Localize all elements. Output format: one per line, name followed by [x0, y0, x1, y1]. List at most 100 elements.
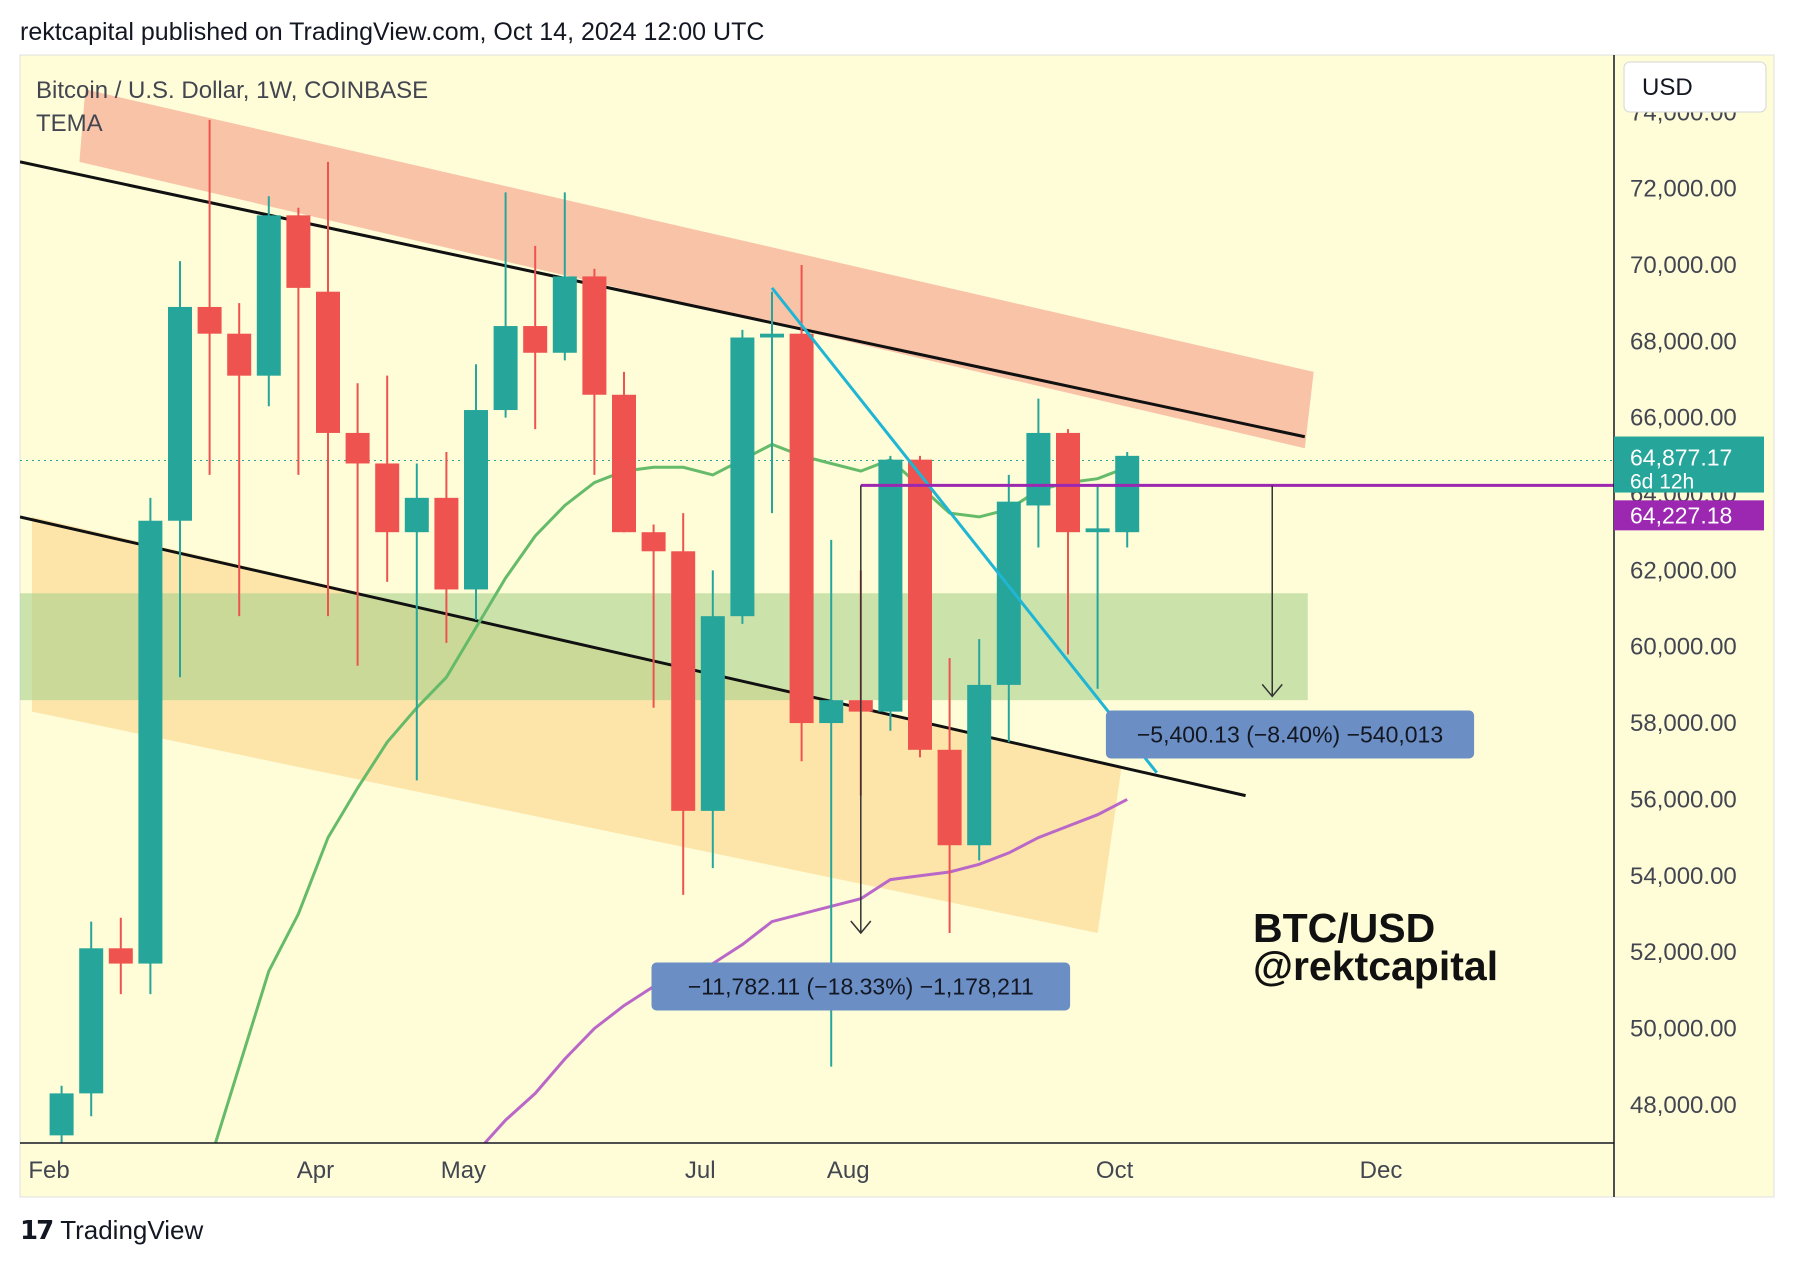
candle-body [49, 1093, 74, 1136]
x-tick-label: Oct [1096, 1157, 1134, 1184]
candle-7 [227, 303, 252, 617]
chart-title: Bitcoin / U.S. Dollar, 1W, COINBASE [36, 77, 428, 104]
candle-9 [286, 207, 311, 475]
candle-body [493, 326, 518, 411]
candle-5 [168, 261, 192, 678]
resistance-zone [79, 89, 1314, 449]
candle-19 [582, 268, 607, 475]
candle-body [345, 432, 370, 464]
candle-body [641, 532, 666, 552]
candle-body [523, 326, 548, 353]
y-tick-label: 58,000.00 [1630, 710, 1737, 737]
candle-body [227, 333, 252, 376]
level-price-value: 64,227.18 [1630, 502, 1732, 528]
candle-4 [138, 497, 163, 995]
currency-button-bg [1623, 61, 1767, 113]
candle-21 [641, 524, 666, 708]
watermark-handle: @rektcapital [1253, 943, 1498, 989]
y-tick-label: 52,000.00 [1630, 939, 1737, 966]
candle-body [1026, 432, 1051, 506]
y-tick-label: 56,000.00 [1630, 786, 1737, 813]
candle-body [108, 948, 133, 964]
measure-label-text: −5,400.13 (−8.40%) −540,013 [1137, 722, 1443, 748]
candle-35 [1056, 429, 1080, 655]
measure-label-1: −11,782.11 (−18.33%) −1,178,211 [651, 962, 1071, 1011]
level-price-tag-bg [1614, 500, 1764, 531]
tradingview-brand: TradingView [60, 1215, 204, 1245]
candle-body [1085, 528, 1110, 533]
tradingview-footer[interactable]: 17 TradingView [20, 1215, 203, 1246]
tradingview-logo-icon: 17 [20, 1215, 54, 1246]
measure-label-box [1105, 710, 1475, 759]
candle-25 [760, 291, 784, 514]
indicator-label: TEMA [36, 110, 103, 137]
measure-label-box [651, 962, 1071, 1011]
x-tick-label: Dec [1360, 1157, 1403, 1184]
watermark-pair: BTC/USD [1253, 905, 1435, 951]
candle-17 [523, 245, 548, 430]
candle-3 [108, 917, 133, 995]
x-tick-label: Apr [297, 1157, 334, 1184]
candle-body [1056, 432, 1080, 533]
candle-body [434, 497, 459, 590]
candle-body [286, 215, 311, 288]
candle-23 [700, 570, 725, 869]
candle-12 [375, 375, 400, 582]
candle-body [937, 749, 962, 846]
candle-11 [345, 383, 370, 666]
y-tick-label: 68,000.00 [1630, 328, 1737, 355]
candle-32 [967, 639, 992, 861]
candle-36 [1085, 486, 1110, 689]
candle-body [168, 306, 192, 521]
candle-8 [256, 196, 281, 407]
y-tick-label: 54,000.00 [1630, 863, 1737, 890]
candle-body [1115, 455, 1140, 533]
candle-15 [464, 364, 488, 620]
y-tick-label: 70,000.00 [1630, 252, 1737, 279]
y-tick-label: 48,000.00 [1630, 1092, 1737, 1119]
published-header: rektcapital published on TradingView.com… [20, 18, 765, 46]
candle-16 [493, 192, 518, 418]
candle-1 [49, 1085, 74, 1143]
upper-trendline [20, 160, 1306, 439]
candle-body [582, 276, 607, 395]
candle-10 [316, 161, 340, 617]
y-tick-label: 60,000.00 [1630, 634, 1737, 661]
candle-body [700, 616, 725, 811]
candle-22 [671, 513, 696, 895]
candle-body [197, 306, 222, 334]
candle-14 [434, 452, 459, 643]
candle-37 [1115, 452, 1140, 548]
candle-6 [197, 119, 222, 475]
level-price-tag: 64,227.18 [1614, 500, 1764, 531]
candle-body [404, 497, 429, 533]
measure-label-0: −5,400.13 (−8.40%) −540,013 [1105, 710, 1475, 759]
candle-body [316, 291, 340, 433]
candle-body [730, 337, 755, 617]
x-tick-label: Aug [827, 1157, 870, 1184]
last-price-tag-bg [1614, 436, 1764, 493]
candle-31 [937, 658, 962, 934]
candle-body [375, 463, 400, 533]
candle-body [464, 410, 488, 590]
candle-29 [878, 455, 903, 731]
candle-body [760, 333, 784, 338]
y-tick-label: 62,000.00 [1630, 557, 1737, 584]
currency-button[interactable]: USD [1623, 61, 1767, 113]
x-tick-label: Feb [28, 1157, 69, 1184]
candle-body [967, 684, 992, 846]
candle-34 [1026, 398, 1051, 548]
last-price-value: 64,877.17 [1630, 445, 1732, 471]
candle-26 [789, 264, 814, 762]
candle-body [612, 394, 636, 533]
candle-13 [404, 463, 429, 781]
y-tick-label: 72,000.00 [1630, 176, 1737, 203]
candle-30 [908, 455, 932, 758]
candle-33 [996, 474, 1021, 743]
candle-2 [79, 921, 104, 1117]
candle-24 [730, 329, 755, 624]
x-tick-label: Jul [685, 1157, 716, 1184]
descending-trendline [770, 286, 1158, 774]
